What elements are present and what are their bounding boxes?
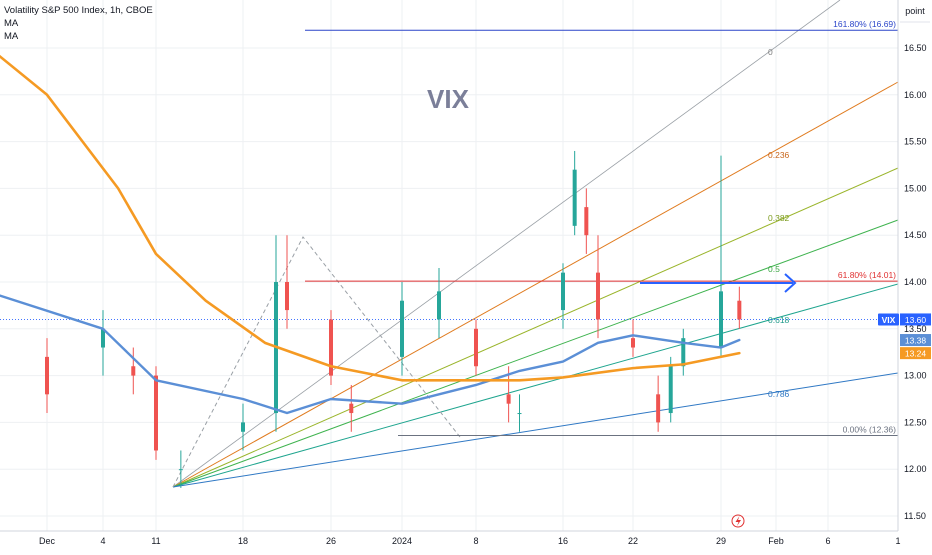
time-tick-label: 16 xyxy=(558,536,568,546)
price-tick-label: 11.50 xyxy=(904,511,926,521)
candle-body xyxy=(596,272,600,320)
legend-ma-2[interactable]: MA xyxy=(4,31,19,42)
price-tick-label: 15.50 xyxy=(904,137,927,147)
time-axis: Dec 4 11 18 26 2024 8 16 22 29 Feb 6 1 xyxy=(0,530,901,546)
dashed-triangle xyxy=(172,236,461,488)
price-badge-value: 13.38 xyxy=(905,336,927,346)
time-tick-label: 4 xyxy=(100,536,105,546)
candle-body xyxy=(437,291,441,320)
fib-level-label: 161.80% (16.69) xyxy=(833,19,896,29)
candle-body xyxy=(349,403,354,414)
price-badge xyxy=(900,313,931,326)
price-tick-label: 12.50 xyxy=(904,417,927,427)
fib-level-label: 0.00% (12.36) xyxy=(843,425,897,435)
fib-fan-line xyxy=(172,0,841,488)
price-tick-label: 14.50 xyxy=(904,230,927,240)
chart-legend: Volatility S&P 500 Index, 1h, CBOE MA MA xyxy=(4,4,153,43)
time-tick-label: 26 xyxy=(326,536,336,546)
fib-fan-label: 0.5 xyxy=(768,264,780,274)
candle-body xyxy=(45,356,49,395)
price-tick-label: 16.00 xyxy=(904,90,927,100)
chart-title: VIX xyxy=(427,84,470,114)
fib-level-label: 61.80% (14.01) xyxy=(838,270,896,280)
price-tick-label: 12.00 xyxy=(904,464,927,474)
grid xyxy=(0,0,899,531)
fib-fan-label: 0.786 xyxy=(768,389,790,399)
candle-body xyxy=(329,319,333,376)
time-tick-label: 22 xyxy=(628,536,638,546)
time-tick-label: 2024 xyxy=(392,536,412,546)
price-badge-value: 13.24 xyxy=(905,349,927,359)
lightning-icon xyxy=(731,514,745,528)
price-badge-symbol xyxy=(878,313,899,326)
ma-line-1 xyxy=(0,294,741,415)
ma-line-2 xyxy=(0,54,741,382)
fib-fan-label: 0 xyxy=(768,47,773,57)
candle-body xyxy=(131,366,136,376)
candle-body xyxy=(572,169,577,226)
candle-body xyxy=(178,469,183,471)
price-axis: point 16.50 16.00 15.50 15.00 14.50 14.00 13.50… xyxy=(878,0,932,550)
candle-body xyxy=(154,375,158,451)
candle-body xyxy=(631,338,635,348)
annotations: 161.80% (16.69) 61.80% (14.01) 0.00% (12.3… xyxy=(305,19,898,437)
time-tick-label: 29 xyxy=(716,536,726,546)
time-tick-label: Feb xyxy=(768,536,784,546)
candle-body xyxy=(719,291,723,348)
time-tick-label: 8 xyxy=(473,536,478,546)
arrow-head xyxy=(784,273,797,293)
candle-body xyxy=(668,366,673,414)
price-badge xyxy=(900,334,931,347)
price-badge xyxy=(900,347,931,360)
price-tick-label: 14.00 xyxy=(904,277,927,287)
time-tick-label: 6 xyxy=(825,536,830,546)
lightning-icon-ring xyxy=(731,514,745,528)
lightning-icon-bolt xyxy=(735,516,741,526)
candle-body xyxy=(737,300,742,320)
fib-fan: 0 0.236 0.382 0.5 0.618 0.786 xyxy=(172,0,899,488)
price-axis-unit: point xyxy=(905,6,925,16)
price-tick-label: 13.50 xyxy=(904,324,927,334)
moving-averages xyxy=(0,54,741,415)
legend-ma-1[interactable]: MA xyxy=(4,18,19,29)
fib-fan-label: 0.618 xyxy=(768,315,790,325)
price-tick-label: 15.00 xyxy=(904,183,927,193)
candle-body xyxy=(506,394,511,404)
fib-fan-label: 0.382 xyxy=(768,213,790,223)
fib-fan-label: 0.236 xyxy=(768,150,790,160)
fib-fan-line xyxy=(172,283,899,488)
candle-body xyxy=(681,338,686,367)
candle-body xyxy=(584,207,589,236)
candle-body xyxy=(517,413,522,415)
price-badge-value: 13.60 xyxy=(905,315,927,325)
fib-fan-line xyxy=(172,219,899,488)
time-tick-label: 11 xyxy=(151,536,160,546)
time-tick-label: Dec xyxy=(39,536,56,546)
candle-body xyxy=(561,272,565,311)
fib-fan-line xyxy=(172,372,899,488)
candle-body xyxy=(285,282,289,311)
price-tick-label: 16.50 xyxy=(904,43,927,53)
fib-fan-line xyxy=(172,81,899,488)
candle-body xyxy=(241,422,245,432)
time-tick-label: 1 xyxy=(895,536,900,546)
price-tick-label: 13.00 xyxy=(904,371,927,381)
candle-body xyxy=(400,300,404,357)
price-axis-bg xyxy=(898,0,932,550)
candle-body xyxy=(474,328,478,367)
candle-body xyxy=(656,394,661,423)
time-tick-label: 18 xyxy=(238,536,248,546)
legend-symbol[interactable]: Volatility S&P 500 Index, 1h, CBOE xyxy=(4,5,153,16)
candle-body xyxy=(101,328,105,348)
fib-fan-line xyxy=(172,167,899,488)
price-badge-symbol-text: VIX xyxy=(882,315,896,325)
